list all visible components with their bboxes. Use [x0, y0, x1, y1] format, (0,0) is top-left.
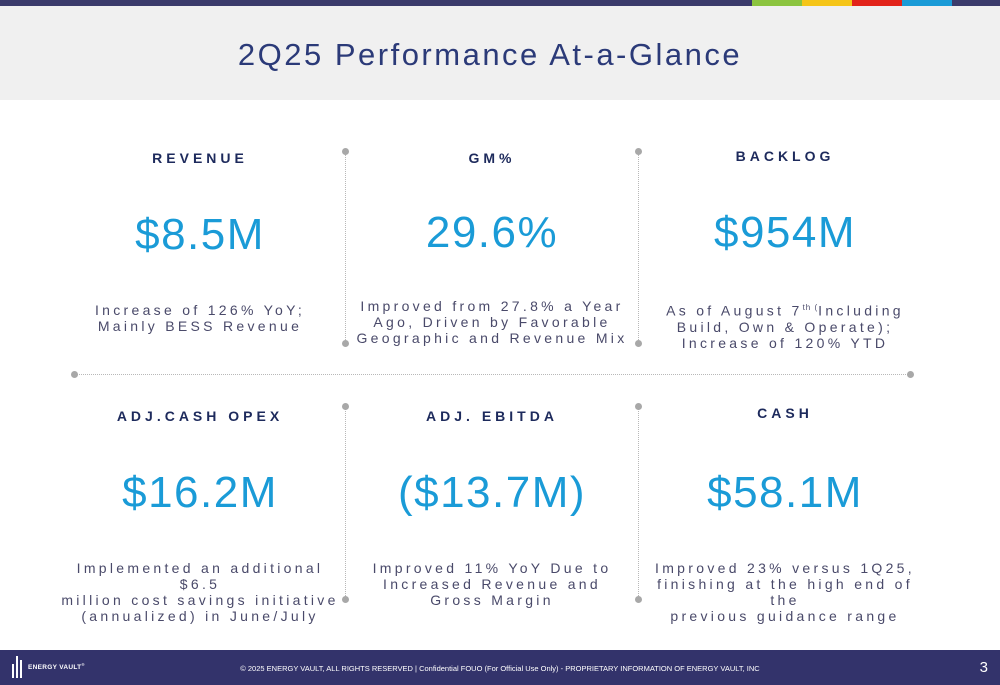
divider-endpoint	[342, 596, 349, 603]
metric-description: Improved 11% YoY Due to Increased Revenu…	[347, 560, 637, 608]
divider-endpoint	[342, 403, 349, 410]
slide-title: 2Q25 Performance At-a-Glance	[237, 37, 743, 72]
metric-adj-ebitda: ADJ. EBITDA ($13.7M) Improved 11% YoY Du…	[347, 408, 637, 608]
page-number: 3	[979, 659, 988, 676]
horizontal-divider	[76, 374, 910, 375]
metric-label: CASH	[757, 405, 813, 421]
desc-line: Improved 23% versus 1Q25,	[655, 560, 915, 576]
metric-backlog: BACKLOG $954M As of August 7th (Includin…	[640, 148, 930, 351]
desc-line: Improved 11% YoY Due to	[372, 560, 612, 576]
metric-description: Increase of 126% YoY; Mainly BESS Revenu…	[55, 302, 345, 334]
vertical-divider	[345, 408, 346, 600]
divider-endpoint	[635, 340, 642, 347]
metric-label: REVENUE	[152, 150, 248, 166]
desc-line: Increase of 126% YoY;	[94, 302, 306, 318]
desc-line: (annualized) in June/July	[81, 608, 319, 624]
accent-segment-yellow	[802, 0, 852, 6]
divider-endpoint	[71, 371, 78, 378]
divider-endpoint	[635, 596, 642, 603]
vertical-divider	[638, 152, 639, 344]
accent-segment-red	[852, 0, 902, 6]
metric-value: $954M	[713, 208, 857, 257]
logo-text: ENERGY VAULT®	[28, 662, 85, 672]
divider-endpoint	[635, 148, 642, 155]
divider-endpoint	[342, 148, 349, 155]
metric-label: ADJ.CASH OPEX	[116, 408, 284, 424]
desc-line: Increased Revenue and	[383, 576, 601, 592]
metric-description: Implemented an additional $6.5 million c…	[55, 560, 345, 624]
metric-value: 29.6%	[425, 208, 559, 257]
accent-segment-green	[752, 0, 802, 6]
copyright-notice: © 2025 ENERGY VAULT, ALL RIGHTS RESERVED…	[240, 664, 760, 673]
vertical-divider	[638, 408, 639, 600]
metric-label: ADJ. EBITDA	[426, 408, 558, 424]
desc-line: finishing at the high end of the	[657, 576, 913, 608]
metric-label: BACKLOG	[735, 148, 835, 164]
desc-line: million cost savings initiative	[61, 592, 339, 608]
desc-line: Improved from 27.8% a Year	[360, 298, 624, 314]
metric-description: Improved 23% versus 1Q25, finishing at t…	[640, 560, 930, 624]
metric-description: Improved from 27.8% a Year Ago, Driven b…	[347, 298, 637, 346]
desc-line: Increase of 120% YTD	[681, 334, 889, 351]
desc-line: Geographic and Revenue Mix	[356, 330, 628, 346]
top-accent-bar	[0, 0, 1000, 6]
divider-endpoint	[635, 403, 642, 410]
accent-segment-blue	[902, 0, 952, 6]
metric-adj-cash-opex: ADJ.CASH OPEX $16.2M Implemented an addi…	[55, 408, 345, 624]
desc-line: Implemented an additional $6.5	[76, 560, 324, 592]
energy-vault-logo-icon	[12, 656, 24, 678]
desc-line: Ago, Driven by Favorable	[373, 314, 611, 330]
metric-value: $8.5M	[135, 210, 265, 259]
vertical-divider	[345, 152, 346, 344]
desc-line: As of August 7th (Including	[666, 302, 904, 319]
metric-value: $16.2M	[122, 468, 278, 517]
metric-cash: CASH $58.1M Improved 23% versus 1Q25, fi…	[640, 405, 930, 624]
title-band: 2Q25 Performance At-a-Glance	[0, 6, 1000, 100]
desc-line: Mainly BESS Revenue	[97, 318, 303, 334]
desc-line: previous guidance range	[670, 608, 900, 624]
metric-gm: GM% 29.6% Improved from 27.8% a Year Ago…	[347, 150, 637, 350]
metric-value: ($13.7M)	[397, 468, 587, 517]
divider-endpoint	[342, 340, 349, 347]
metric-value: $58.1M	[707, 468, 863, 517]
metric-label: GM%	[468, 150, 516, 166]
footer-bar: ENERGY VAULT® © 2025 ENERGY VAULT, ALL R…	[0, 650, 1000, 685]
metric-description: As of August 7th (Including Build, Own &…	[640, 300, 930, 351]
desc-line: Build, Own & Operate);	[676, 318, 894, 335]
metric-revenue: REVENUE $8.5M Increase of 126% YoY; Main…	[55, 150, 345, 350]
desc-line: Gross Margin	[430, 592, 554, 608]
divider-endpoint	[907, 371, 914, 378]
